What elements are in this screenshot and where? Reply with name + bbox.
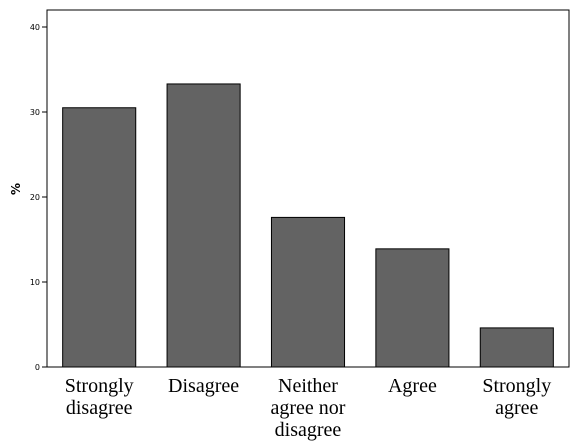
x-category-label-line: agree bbox=[495, 397, 538, 419]
x-category-label: Strongly agree bbox=[482, 375, 551, 419]
x-category-label-line: Neither bbox=[278, 375, 338, 397]
bar bbox=[270, 216, 346, 368]
x-category-label-line: disagree bbox=[275, 419, 342, 441]
y-tick-label: 10 bbox=[30, 278, 40, 287]
y-tick-label: 20 bbox=[30, 193, 40, 202]
bar bbox=[166, 83, 241, 368]
y-axis-label: % bbox=[9, 183, 23, 195]
x-category-label: Agree bbox=[388, 375, 437, 397]
x-category-label-line: agree nor bbox=[271, 397, 346, 419]
x-category-label: Disagree bbox=[168, 375, 239, 397]
bar bbox=[479, 327, 554, 368]
x-category-label-line: disagree bbox=[66, 397, 133, 419]
y-tick-label: 0 bbox=[35, 363, 40, 372]
x-category-label-line: Strongly bbox=[482, 375, 551, 397]
bar bbox=[375, 248, 450, 368]
y-tick-label: 40 bbox=[30, 23, 40, 32]
bars bbox=[62, 83, 554, 368]
x-category-label: Neither agree nor disagree bbox=[271, 375, 346, 441]
x-category-label-line: Disagree bbox=[168, 375, 239, 397]
y-ticks: 0 10 20 30 40 bbox=[30, 23, 47, 372]
y-tick-label: 30 bbox=[30, 108, 40, 117]
x-category-label-line: Agree bbox=[388, 375, 437, 397]
bar bbox=[62, 107, 137, 368]
x-category-label-line: Strongly bbox=[65, 375, 134, 397]
x-category-label: Strongly disagree bbox=[65, 375, 134, 419]
